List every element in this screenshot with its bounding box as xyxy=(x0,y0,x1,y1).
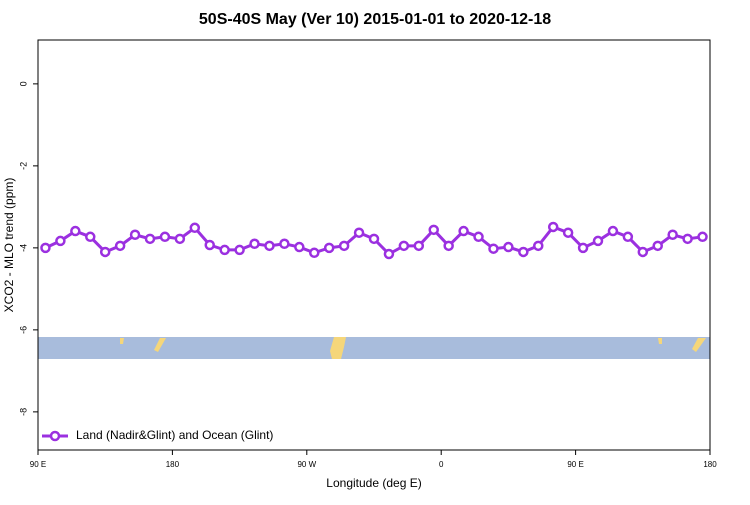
legend-label: Land (Nadir&Glint) and Ocean (Glint) xyxy=(76,428,273,442)
data-point xyxy=(458,225,469,237)
data-point xyxy=(234,244,245,256)
x-tick-label: 180 xyxy=(166,460,180,469)
data-point xyxy=(129,229,141,240)
land-patch xyxy=(120,338,124,344)
data-point xyxy=(144,233,156,245)
data-point xyxy=(622,231,634,243)
y-tick-label: -4 xyxy=(18,244,28,252)
data-point xyxy=(697,231,708,243)
data-point xyxy=(383,248,395,260)
data-point xyxy=(249,238,260,250)
data-point xyxy=(338,240,350,252)
y-tick-label: 0 xyxy=(18,81,28,86)
data-point xyxy=(503,241,514,253)
legend-marker xyxy=(49,430,61,442)
data-point xyxy=(264,240,275,252)
data-point xyxy=(70,225,81,237)
x-axis-label: Longitude (deg E) xyxy=(326,476,421,490)
data-point xyxy=(652,240,663,252)
x-tick-label: 90 E xyxy=(567,460,583,469)
data-point xyxy=(562,227,574,238)
x-tick-label: 180 xyxy=(703,460,717,469)
y-tick-label: -2 xyxy=(18,162,28,170)
land-patch xyxy=(658,338,662,344)
data-point xyxy=(294,241,305,253)
data-point xyxy=(114,240,126,252)
data-point xyxy=(518,246,529,258)
data-point xyxy=(204,239,215,251)
land-patch xyxy=(154,338,166,352)
data-point xyxy=(398,240,410,252)
data-point xyxy=(488,243,499,254)
data-point xyxy=(40,242,51,254)
data-point xyxy=(353,227,365,238)
y-tick-label: -6 xyxy=(18,326,28,334)
plot-frame xyxy=(37,39,711,451)
land-ocean-strip xyxy=(38,337,710,359)
data-point xyxy=(577,242,589,254)
data-point xyxy=(219,244,230,256)
data-point xyxy=(428,224,439,236)
data-point xyxy=(368,233,380,245)
data-point xyxy=(159,231,171,243)
data-point xyxy=(607,225,619,237)
data-point xyxy=(323,242,335,254)
land-patch xyxy=(330,337,346,359)
y-axis-label: XCO2 - MLO trend (ppm) xyxy=(2,178,16,313)
data-point xyxy=(592,235,604,247)
data-point xyxy=(189,222,201,234)
data-point xyxy=(85,231,96,243)
land-patch xyxy=(692,338,706,352)
data-point xyxy=(533,240,544,252)
data-point xyxy=(55,235,66,247)
data-point xyxy=(174,233,186,245)
data-point xyxy=(413,240,425,252)
data-point xyxy=(667,229,678,240)
data-point xyxy=(547,221,559,233)
data-point xyxy=(637,246,649,258)
ocean-band xyxy=(38,337,710,359)
data-point xyxy=(309,247,320,259)
x-tick-label: 0 xyxy=(439,460,444,469)
x-tick-label: 90 W xyxy=(297,460,316,469)
x-tick-label: 90 E xyxy=(30,460,46,469)
data-point xyxy=(443,240,454,252)
chart-title: 50S-40S May (Ver 10) 2015-01-01 to 2020-… xyxy=(199,11,551,28)
data-point xyxy=(99,246,111,258)
data-point xyxy=(279,238,290,250)
y-tick-label: -8 xyxy=(18,408,28,416)
data-point xyxy=(682,233,693,245)
data-point xyxy=(473,231,484,243)
